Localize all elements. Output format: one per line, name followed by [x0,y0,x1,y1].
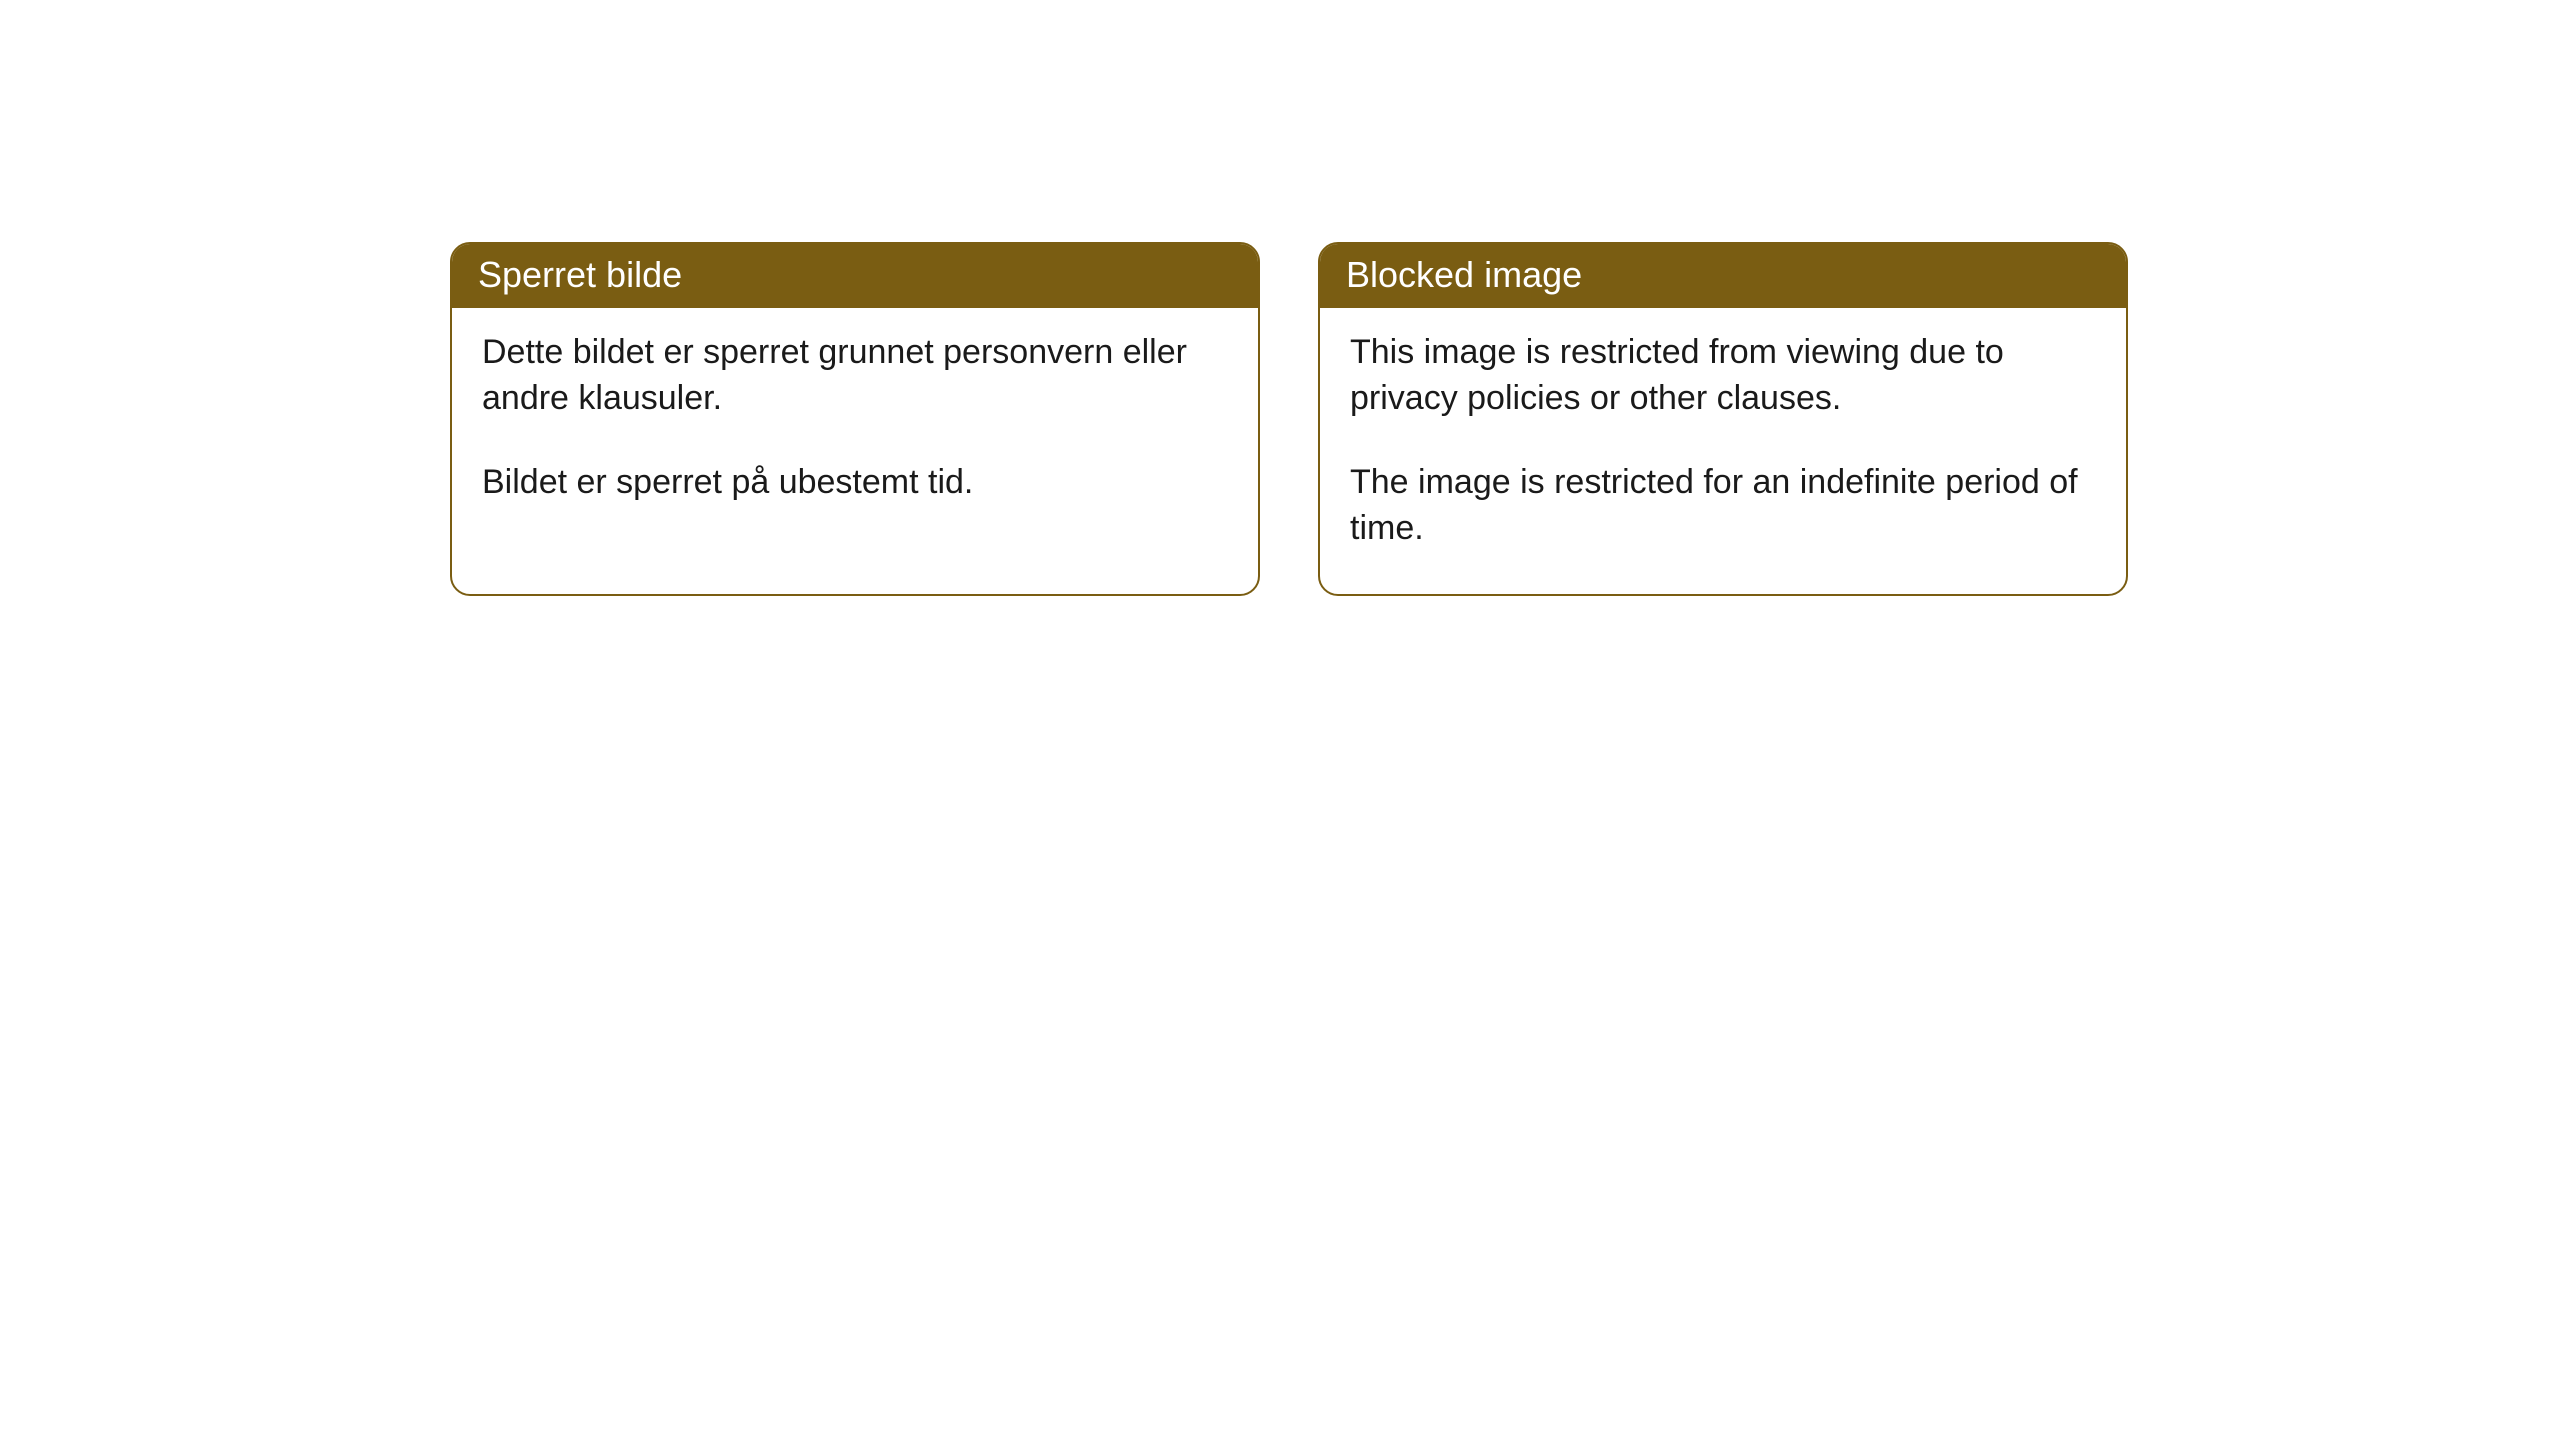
notice-paragraph: Bildet er sperret på ubestemt tid. [482,460,1228,506]
notice-card-norwegian: Sperret bilde Dette bildet er sperret gr… [450,242,1260,596]
notice-paragraph: The image is restricted for an indefinit… [1350,460,2096,552]
notice-paragraph: This image is restricted from viewing du… [1350,330,2096,422]
notice-header-norwegian: Sperret bilde [452,244,1258,308]
notice-paragraph: Dette bildet er sperret grunnet personve… [482,330,1228,422]
notice-container: Sperret bilde Dette bildet er sperret gr… [450,242,2128,596]
notice-header-english: Blocked image [1320,244,2126,308]
notice-body-norwegian: Dette bildet er sperret grunnet personve… [452,308,1258,548]
notice-body-english: This image is restricted from viewing du… [1320,308,2126,594]
notice-card-english: Blocked image This image is restricted f… [1318,242,2128,596]
